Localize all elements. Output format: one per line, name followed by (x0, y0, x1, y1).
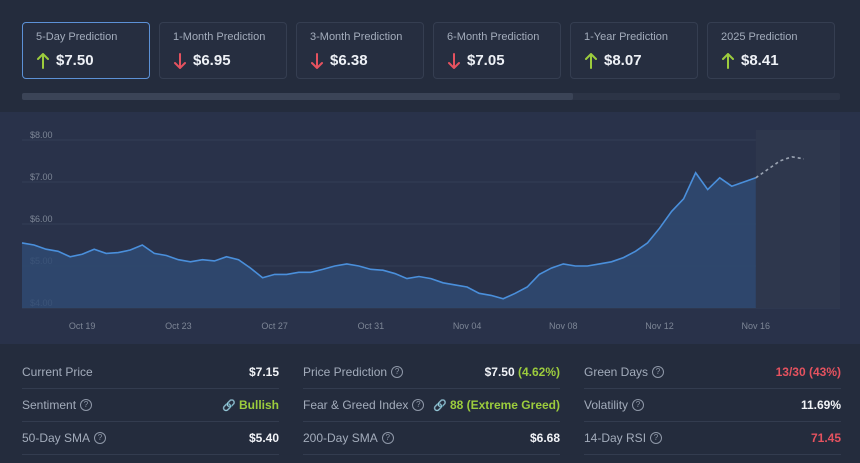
stat-label: 200-Day SMA (303, 431, 378, 445)
tab-value: $6.95 (193, 52, 231, 69)
stat-200-day-sma: 200-Day SMA? $6.68 (303, 422, 560, 455)
x-tick-label: Nov 04 (453, 321, 482, 331)
stat-value: 13/30 (43%) (775, 365, 841, 379)
stat-green-days: Green Days? 13/30 (43%) (584, 356, 841, 389)
help-icon[interactable]: ? (381, 432, 394, 444)
stat-value: $6.68 (529, 431, 560, 445)
arrow-down-icon (311, 52, 323, 69)
stat-current-price: Current Price $7.15 (22, 356, 279, 389)
prediction-tabs: 5-Day Prediction $7.50 1-Month Predictio… (22, 22, 835, 79)
stat-label: Current Price (22, 365, 93, 379)
tab-label: 6-Month Prediction (447, 31, 540, 43)
stat-label: Price Prediction (303, 365, 388, 379)
stat-value: $7.50 (484, 365, 515, 379)
stat-value: 71.45 (810, 431, 841, 445)
price-line (21, 171, 757, 300)
stat-label: Fear & Greed Index (303, 398, 409, 412)
help-icon[interactable]: ? (391, 366, 404, 378)
arrow-up-icon (585, 52, 597, 69)
tab-5-day-prediction[interactable]: 5-Day Prediction $7.50 (22, 22, 150, 79)
tab-label: 1-Month Prediction (173, 31, 266, 43)
tabs-scrollbar[interactable] (22, 93, 840, 100)
tab-1-year-prediction[interactable]: 1-Year Prediction $8.07 (570, 22, 698, 79)
y-tick-label: $7.00 (30, 172, 53, 182)
tab-value: $8.07 (604, 52, 642, 69)
link-icon: 🔗 (433, 399, 447, 412)
stat-change-percent: (4.62%) (517, 365, 560, 379)
stat-value: $5.40 (248, 431, 279, 445)
stat-50-day-sma: 50-Day SMA? $5.40 (22, 422, 279, 455)
stat-volatility: Volatility? 11.69% (584, 389, 841, 422)
stat-value[interactable]: Bullish (238, 398, 279, 412)
arrow-down-icon (448, 52, 460, 69)
x-tick-label: Nov 16 (742, 321, 771, 331)
stat-sentiment: Sentiment? 🔗 Bullish (22, 389, 279, 422)
stat-label: 14-Day RSI (584, 431, 647, 445)
help-icon[interactable]: ? (632, 399, 645, 411)
stat-14-day-rsi: 14-Day RSI? 71.45 (584, 422, 841, 455)
price-area (22, 172, 756, 308)
stat-label: Green Days (584, 365, 649, 379)
stats-grid: Current Price $7.15 Price Prediction? $7… (22, 356, 842, 455)
x-tick-label: Oct 27 (261, 321, 288, 331)
stat-value: $7.15 (248, 365, 279, 379)
scrollbar-thumb[interactable] (22, 93, 573, 100)
stat-value[interactable]: 88 (Extreme Greed) (449, 398, 560, 412)
forecast-region (755, 130, 840, 308)
x-tick-label: Nov 12 (645, 321, 674, 331)
tab-label: 3-Month Prediction (310, 31, 403, 43)
x-tick-label: Oct 23 (165, 321, 192, 331)
stat-price-prediction: Price Prediction? $7.50 (4.62%) (303, 356, 560, 389)
tab-value: $7.50 (56, 52, 94, 69)
stat-label: Sentiment (22, 398, 77, 412)
help-icon[interactable]: ? (94, 432, 107, 444)
tab-2025-prediction[interactable]: 2025 Prediction $8.41 (707, 22, 835, 79)
stat-label: Volatility (584, 398, 629, 412)
arrow-down-icon (174, 52, 186, 69)
link-icon: 🔗 (222, 399, 236, 412)
tab-value: $7.05 (467, 52, 505, 69)
tab-label: 5-Day Prediction (36, 31, 118, 43)
y-tick-label: $8.00 (30, 130, 53, 140)
tab-6-month-prediction[interactable]: 6-Month Prediction $7.05 (433, 22, 561, 79)
help-icon[interactable]: ? (652, 366, 665, 378)
help-icon[interactable]: ? (650, 432, 663, 444)
tab-1-month-prediction[interactable]: 1-Month Prediction $6.95 (159, 22, 287, 79)
stat-value: 11.69% (800, 398, 841, 412)
tab-label: 1-Year Prediction (584, 31, 668, 43)
x-tick-label: Oct 31 (358, 321, 385, 331)
tab-value: $8.41 (741, 52, 779, 69)
tab-value: $6.38 (330, 52, 368, 69)
y-tick-label: $6.00 (30, 214, 53, 224)
arrow-up-icon (722, 52, 734, 69)
help-icon[interactable]: ? (412, 399, 425, 411)
tab-label: 2025 Prediction (721, 31, 798, 43)
stat-label: 50-Day SMA (22, 431, 91, 445)
x-tick-label: Nov 08 (549, 321, 578, 331)
x-tick-label: Oct 19 (69, 321, 96, 331)
help-icon[interactable]: ? (80, 399, 93, 411)
stat-fear-greed-index: Fear & Greed Index? 🔗 88 (Extreme Greed) (303, 389, 560, 422)
arrow-up-icon (37, 52, 49, 69)
tab-3-month-prediction[interactable]: 3-Month Prediction $6.38 (296, 22, 424, 79)
